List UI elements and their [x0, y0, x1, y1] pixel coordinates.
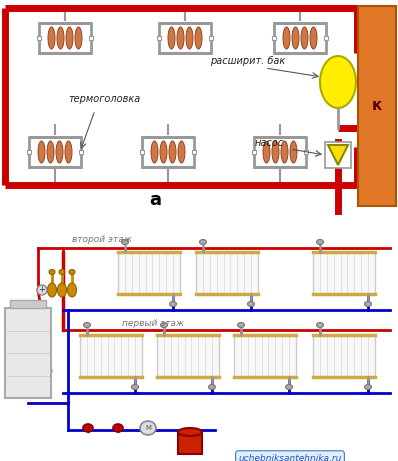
Ellipse shape [69, 270, 75, 274]
Bar [313, 252, 375, 294]
Bar [304, 150, 308, 154]
Ellipse shape [37, 285, 47, 295]
Ellipse shape [248, 301, 254, 307]
Bar [5, 308, 51, 398]
Bar [196, 252, 258, 294]
Bar [234, 335, 296, 377]
Ellipse shape [178, 141, 185, 163]
Bar [324, 36, 328, 40]
Ellipse shape [113, 424, 123, 432]
Ellipse shape [316, 240, 324, 244]
Ellipse shape [281, 141, 288, 163]
Bar [252, 150, 256, 154]
Ellipse shape [301, 27, 308, 49]
Ellipse shape [292, 27, 299, 49]
Ellipse shape [57, 27, 64, 49]
Ellipse shape [59, 270, 65, 274]
Ellipse shape [68, 283, 76, 297]
Ellipse shape [263, 141, 270, 163]
Bar [358, 6, 396, 206]
Ellipse shape [170, 301, 176, 307]
Bar [89, 36, 93, 40]
Text: a: a [149, 191, 161, 209]
Ellipse shape [178, 428, 202, 436]
Text: uchebniksantehnika.ru: uchebniksantehnika.ru [238, 454, 342, 461]
Ellipse shape [169, 141, 176, 163]
Ellipse shape [47, 141, 54, 163]
Text: к: к [372, 99, 382, 113]
Ellipse shape [121, 240, 129, 244]
Ellipse shape [285, 384, 293, 390]
Text: M: M [145, 425, 151, 431]
Ellipse shape [38, 141, 45, 163]
Ellipse shape [168, 27, 175, 49]
Ellipse shape [199, 240, 207, 244]
Bar [79, 150, 83, 154]
Ellipse shape [160, 323, 168, 327]
Ellipse shape [320, 56, 356, 108]
Bar [178, 432, 202, 454]
Ellipse shape [66, 27, 73, 49]
Ellipse shape [49, 270, 55, 274]
Ellipse shape [238, 323, 244, 327]
Ellipse shape [57, 283, 66, 297]
Ellipse shape [365, 301, 371, 307]
Ellipse shape [283, 27, 290, 49]
Bar [325, 142, 351, 168]
Text: первый этаж: первый этаж [122, 319, 184, 328]
Ellipse shape [140, 421, 156, 435]
Bar [140, 150, 144, 154]
Text: +: + [39, 285, 45, 295]
Bar [192, 150, 196, 154]
Ellipse shape [48, 27, 55, 49]
Ellipse shape [209, 384, 215, 390]
Text: второй этаж: второй этаж [72, 235, 132, 244]
Bar [209, 36, 213, 40]
Ellipse shape [75, 27, 82, 49]
Ellipse shape [186, 27, 193, 49]
Ellipse shape [365, 384, 371, 390]
Ellipse shape [316, 323, 324, 327]
Ellipse shape [272, 141, 279, 163]
Polygon shape [328, 145, 348, 165]
Bar [272, 36, 276, 40]
Bar [37, 36, 41, 40]
Bar [27, 150, 31, 154]
Bar [80, 335, 142, 377]
Ellipse shape [131, 384, 139, 390]
Bar [313, 335, 375, 377]
Ellipse shape [65, 141, 72, 163]
Ellipse shape [310, 27, 317, 49]
Ellipse shape [84, 323, 90, 327]
Ellipse shape [177, 27, 184, 49]
Text: насос: насос [255, 138, 284, 148]
Ellipse shape [195, 27, 202, 49]
Ellipse shape [47, 283, 57, 297]
Ellipse shape [151, 141, 158, 163]
Ellipse shape [160, 141, 167, 163]
Ellipse shape [83, 424, 93, 432]
Text: термоголовка: термоголовка [68, 94, 140, 104]
Ellipse shape [290, 141, 297, 163]
Bar [10, 300, 46, 308]
Bar [157, 335, 219, 377]
Bar [118, 252, 180, 294]
Ellipse shape [56, 141, 63, 163]
Text: расширит. бак: расширит. бак [210, 56, 285, 66]
Bar [157, 36, 161, 40]
